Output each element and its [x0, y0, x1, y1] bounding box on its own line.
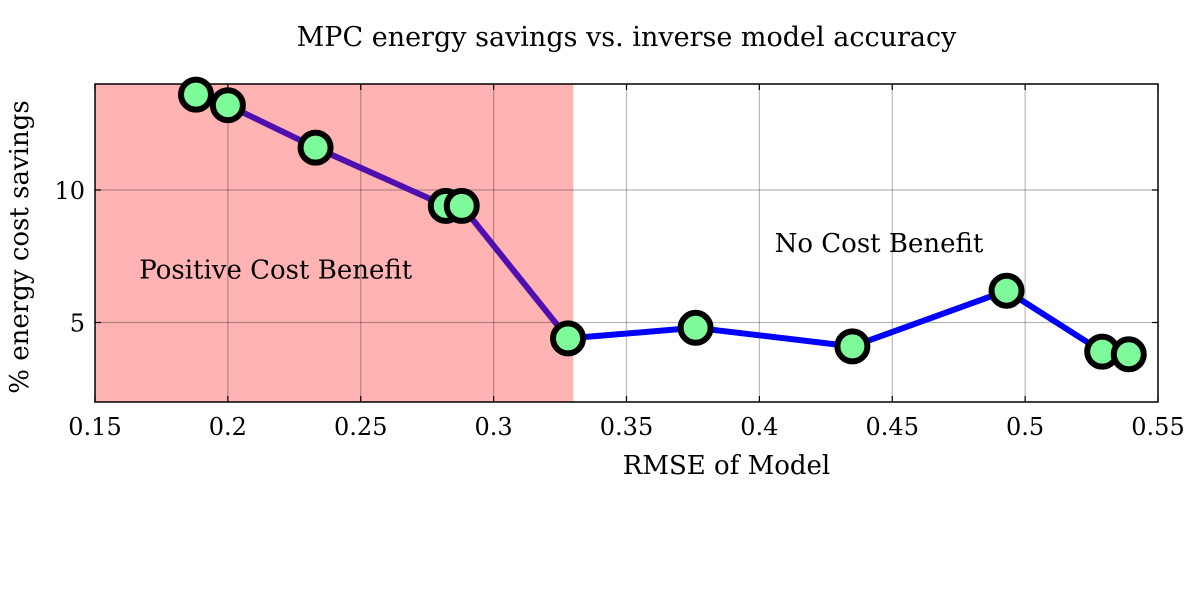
- x-tick-label: 0.15: [68, 413, 121, 441]
- x-tick-label: 0.55: [1131, 413, 1184, 441]
- y-axis-label: % energy cost savings: [5, 100, 35, 393]
- x-tick-label: 0.35: [600, 413, 653, 441]
- x-tick-label: 0.25: [334, 413, 387, 441]
- x-axis-label: RMSE of Model: [623, 451, 830, 481]
- y-tick-label: 10: [54, 177, 85, 205]
- data-point: [834, 328, 871, 365]
- x-tick-label: 0.45: [866, 413, 919, 441]
- x-tick-label: 0.5: [1006, 413, 1044, 441]
- positive-benefit-region: [95, 84, 574, 402]
- data-point: [988, 272, 1025, 309]
- x-tick-label: 0.3: [475, 413, 513, 441]
- x-tick-label: 0.4: [740, 413, 778, 441]
- x-tick-label: 0.2: [209, 413, 247, 441]
- data-point: [1110, 336, 1147, 373]
- data-point: [677, 309, 714, 346]
- series-line-segment: [1003, 287, 1106, 355]
- region-annotation: Positive Cost Benefit: [139, 256, 412, 286]
- data-point: [550, 320, 587, 357]
- series-line-segment: [458, 202, 572, 342]
- series-line-segment: [312, 144, 449, 209]
- data-point: [177, 76, 214, 113]
- series-line-segment: [565, 324, 699, 342]
- data-point: [209, 87, 246, 124]
- series-line-segment: [692, 324, 856, 350]
- y-tick-label: 5: [70, 310, 85, 338]
- series-line-segment: [849, 287, 1010, 350]
- region-annotation: No Cost Benefit: [775, 229, 984, 259]
- data-point: [297, 129, 334, 166]
- data-point: [443, 187, 480, 224]
- chart-title: MPC energy savings vs. inverse model acc…: [296, 22, 957, 53]
